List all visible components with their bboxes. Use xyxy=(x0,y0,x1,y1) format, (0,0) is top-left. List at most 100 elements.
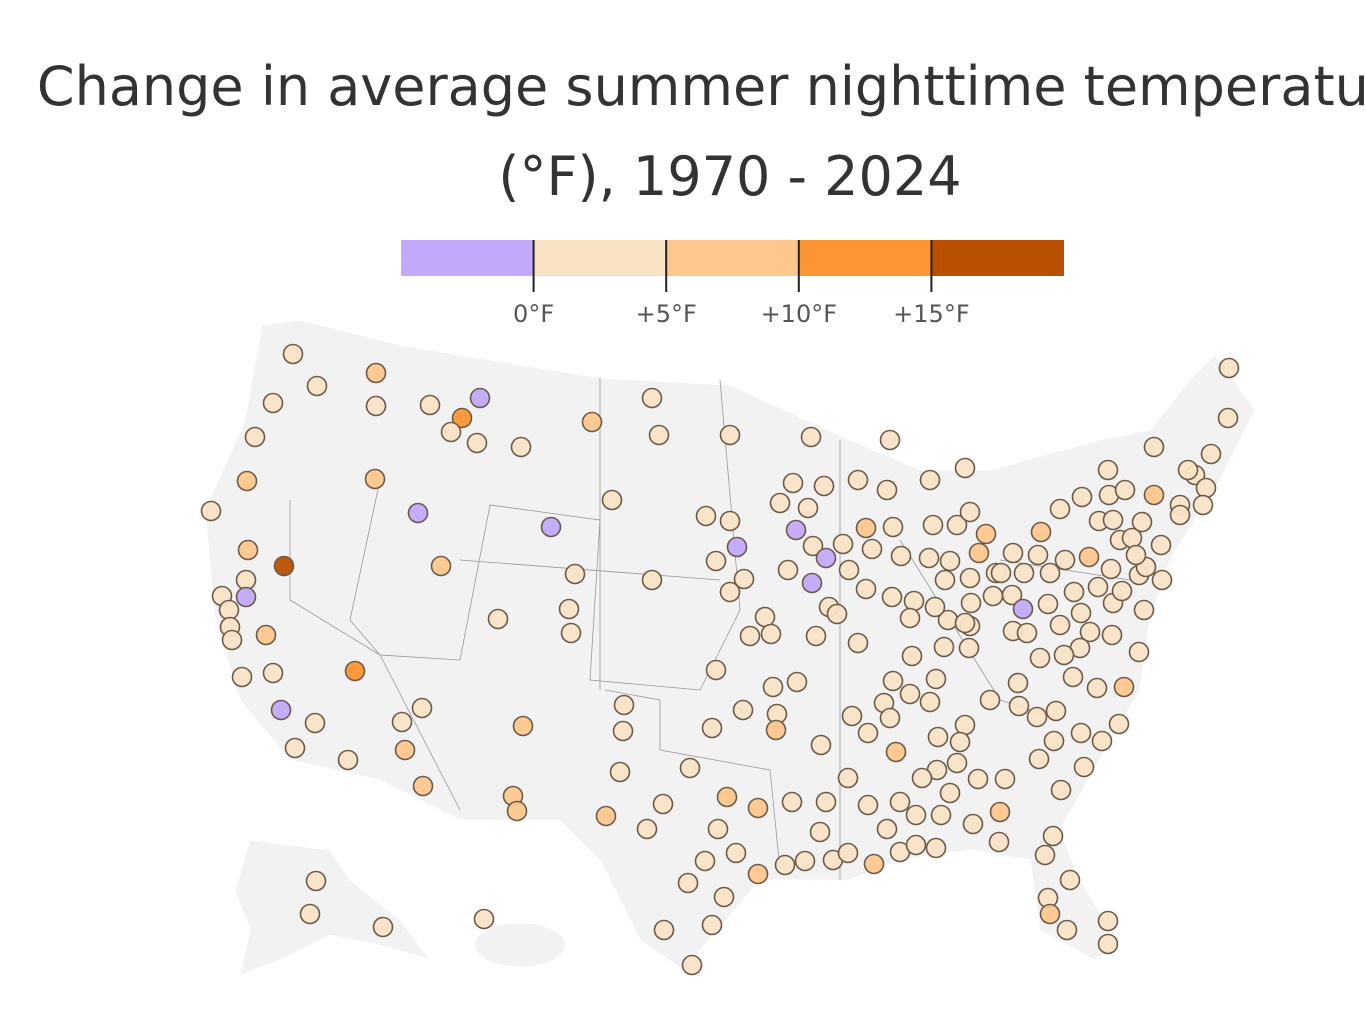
station-dot xyxy=(922,514,944,536)
station-dot xyxy=(1087,576,1109,598)
station-dot xyxy=(719,510,741,532)
station-dot xyxy=(1101,624,1123,646)
station-dot xyxy=(826,603,848,625)
legend-swatch xyxy=(666,240,799,276)
station-dot xyxy=(270,699,292,721)
station-dot xyxy=(1217,407,1239,429)
station-dot xyxy=(1192,494,1214,516)
station-dot xyxy=(857,794,879,816)
station-dot xyxy=(1002,542,1024,564)
station-dot xyxy=(1056,919,1078,941)
station-dot xyxy=(1070,602,1092,624)
station-dot xyxy=(1143,436,1165,458)
station-dot xyxy=(919,469,941,491)
station-dot xyxy=(975,523,997,545)
station-dot xyxy=(968,542,990,564)
station-dot xyxy=(861,538,883,560)
station-dot xyxy=(218,599,240,621)
station-dot xyxy=(889,791,911,813)
legend-swatch xyxy=(931,240,1064,276)
legend-tick-label: 0°F xyxy=(513,300,554,328)
station-dot xyxy=(805,625,827,647)
station-dot xyxy=(1218,357,1240,379)
station-dot xyxy=(815,547,837,569)
station-dot xyxy=(707,818,729,840)
legend-swatch xyxy=(533,240,667,276)
station-dot xyxy=(365,395,387,417)
station-dot xyxy=(882,516,904,538)
station-dot xyxy=(960,592,982,614)
station-dot xyxy=(221,629,243,651)
station-dot xyxy=(857,722,879,744)
station-dot xyxy=(1008,695,1030,717)
station-dot xyxy=(1133,599,1155,621)
station-dot xyxy=(855,517,877,539)
station-dot xyxy=(1097,459,1119,481)
station-dot xyxy=(613,694,635,716)
station-dot xyxy=(681,954,703,976)
station-dot xyxy=(1111,580,1133,602)
station-dot xyxy=(1016,622,1038,644)
contiguous-us xyxy=(204,319,1256,976)
station-dot xyxy=(726,536,748,558)
station-dot xyxy=(1049,614,1071,636)
station-dot xyxy=(1150,534,1172,556)
station-dot xyxy=(924,596,946,618)
station-dot xyxy=(235,586,257,608)
station-dot xyxy=(813,475,835,497)
station-dot xyxy=(560,622,582,644)
station-dot xyxy=(235,569,257,591)
station-dot xyxy=(1079,621,1101,643)
station-dot xyxy=(284,737,306,759)
station-dot xyxy=(954,457,976,479)
station-dot xyxy=(959,567,981,589)
station-dot xyxy=(391,711,413,733)
station-dot xyxy=(1030,521,1052,543)
station-dot xyxy=(564,563,586,585)
station-dot xyxy=(777,559,799,581)
station-dot xyxy=(927,726,949,748)
station-dot xyxy=(959,501,981,523)
station-dot xyxy=(1034,844,1056,866)
station-dot xyxy=(1143,484,1165,506)
station-dot xyxy=(1108,713,1130,735)
station-dot xyxy=(652,793,674,815)
station-dot xyxy=(760,623,782,645)
station-dot xyxy=(1097,910,1119,932)
legend: 0°F +5°F +10°F +15°F xyxy=(401,240,1064,328)
station-dot xyxy=(946,752,968,774)
station-dot xyxy=(1054,549,1076,571)
station-dot xyxy=(1062,666,1084,688)
station-dot xyxy=(1039,562,1061,584)
station-dot xyxy=(705,550,727,572)
station-dot xyxy=(1195,477,1217,499)
station-dot xyxy=(765,719,787,741)
station-dot xyxy=(939,782,961,804)
station-dot xyxy=(430,555,452,577)
station-dot xyxy=(774,854,796,876)
legend-swatch xyxy=(798,240,932,276)
alaska xyxy=(234,839,432,976)
station-dot xyxy=(732,699,754,721)
station-dot xyxy=(1071,486,1093,508)
station-dot xyxy=(695,505,717,527)
station-dot xyxy=(1027,544,1049,566)
station-dot xyxy=(419,394,441,416)
station-dot xyxy=(558,598,580,620)
station-dot xyxy=(1177,459,1199,481)
station-dot xyxy=(782,472,804,494)
station-dot xyxy=(847,469,869,491)
station-dot xyxy=(990,562,1012,584)
station-dot xyxy=(609,761,631,783)
station-dot xyxy=(982,585,1004,607)
station-dot xyxy=(1097,933,1119,955)
station-dot xyxy=(694,850,716,872)
station-dot xyxy=(954,714,976,736)
station-dot xyxy=(781,791,803,813)
station-dot xyxy=(510,436,532,458)
station-dot xyxy=(1013,562,1035,584)
station-dot xyxy=(200,500,222,522)
station-dot xyxy=(701,914,723,936)
legend-tick-label: +10°F xyxy=(761,300,837,328)
station-dot xyxy=(810,734,832,756)
